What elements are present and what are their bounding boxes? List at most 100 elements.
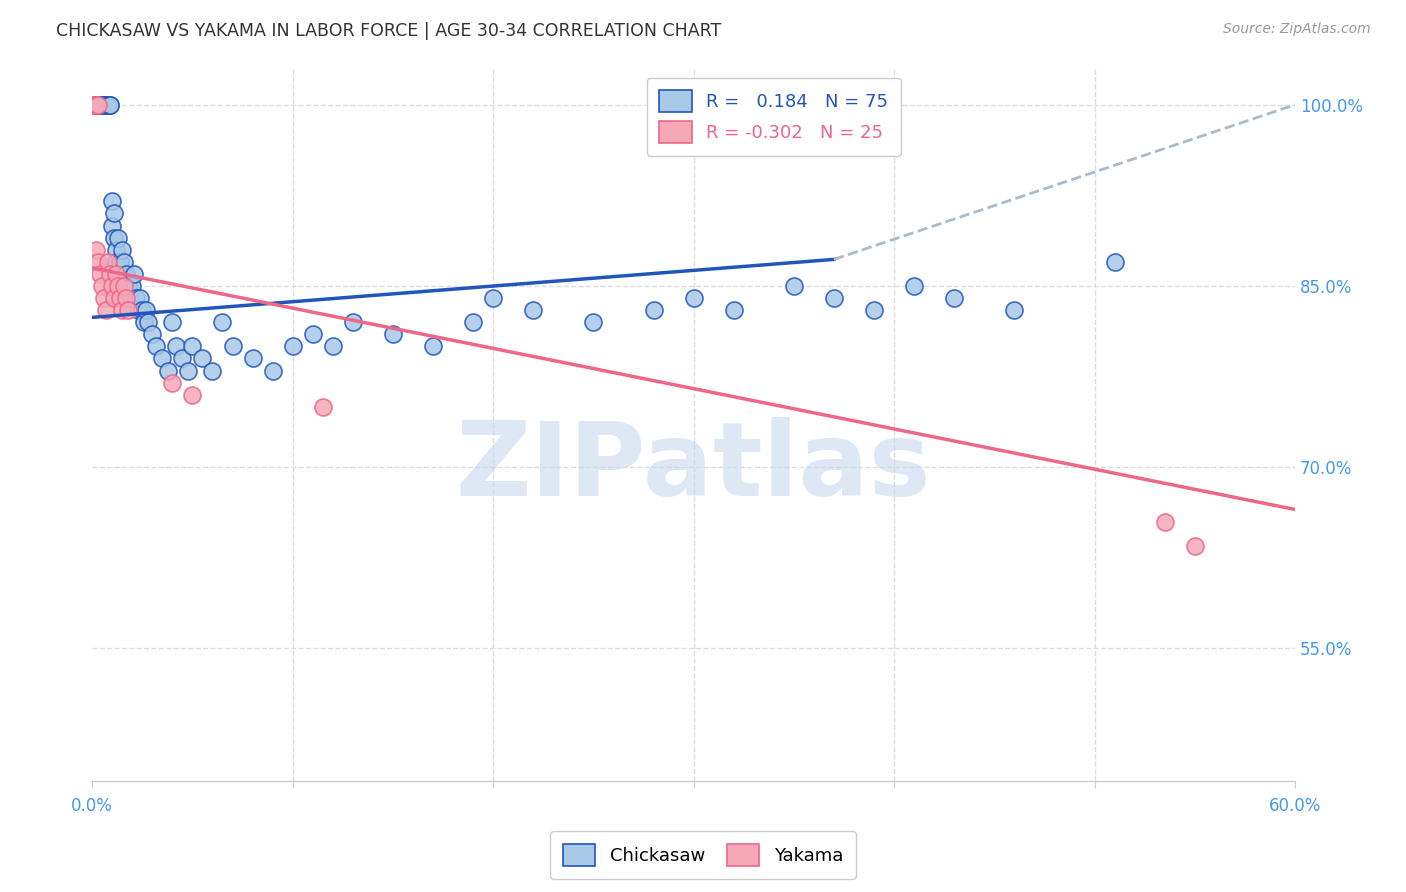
- Text: CHICKASAW VS YAKAMA IN LABOR FORCE | AGE 30-34 CORRELATION CHART: CHICKASAW VS YAKAMA IN LABOR FORCE | AGE…: [56, 22, 721, 40]
- Point: [211, 315, 233, 329]
- Point: [281, 339, 304, 353]
- Point: [93, 291, 115, 305]
- Point: [172, 351, 194, 366]
- Point: [131, 303, 153, 318]
- Point: [522, 303, 544, 318]
- Point: [91, 279, 114, 293]
- Point: [582, 315, 605, 329]
- Point: [101, 219, 124, 233]
- Point: [191, 351, 214, 366]
- Text: Source: ZipAtlas.com: Source: ZipAtlas.com: [1223, 22, 1371, 37]
- Point: [682, 291, 704, 305]
- Point: [101, 194, 124, 209]
- Point: [342, 315, 364, 329]
- Point: [117, 303, 139, 318]
- Point: [112, 279, 135, 293]
- Point: [87, 97, 110, 112]
- Point: [97, 97, 120, 112]
- Point: [723, 303, 745, 318]
- Point: [110, 255, 132, 269]
- Point: [93, 97, 115, 112]
- Point: [141, 327, 163, 342]
- Point: [84, 97, 107, 112]
- Point: [145, 339, 167, 353]
- Point: [89, 97, 111, 112]
- Point: [823, 291, 845, 305]
- Point: [117, 279, 139, 293]
- Point: [134, 315, 156, 329]
- Point: [101, 279, 124, 293]
- Point: [150, 351, 173, 366]
- Point: [120, 291, 142, 305]
- Point: [242, 351, 264, 366]
- Point: [157, 363, 180, 377]
- Point: [125, 291, 148, 305]
- Point: [181, 387, 204, 401]
- Point: [84, 97, 107, 112]
- Point: [201, 363, 224, 377]
- Point: [84, 97, 107, 112]
- Point: [107, 230, 129, 244]
- Point: [181, 339, 204, 353]
- Point: [783, 279, 806, 293]
- Point: [98, 97, 121, 112]
- Point: [83, 97, 105, 112]
- Point: [162, 315, 184, 329]
- Point: [103, 206, 125, 220]
- Point: [89, 97, 111, 112]
- Point: [1184, 539, 1206, 553]
- Point: [96, 97, 118, 112]
- Point: [136, 315, 159, 329]
- Point: [1002, 303, 1025, 318]
- Point: [482, 291, 505, 305]
- Point: [135, 303, 157, 318]
- Point: [129, 291, 152, 305]
- Point: [96, 97, 118, 112]
- Point: [105, 243, 128, 257]
- Point: [89, 267, 111, 281]
- Point: [87, 97, 110, 112]
- Point: [262, 363, 284, 377]
- Point: [111, 303, 134, 318]
- Point: [177, 363, 200, 377]
- Point: [97, 255, 120, 269]
- Point: [115, 267, 138, 281]
- Point: [165, 339, 187, 353]
- Point: [381, 327, 404, 342]
- Point: [863, 303, 886, 318]
- Point: [111, 243, 134, 257]
- Point: [162, 376, 184, 390]
- Point: [110, 291, 132, 305]
- Point: [643, 303, 665, 318]
- Point: [422, 339, 444, 353]
- Point: [87, 97, 110, 112]
- Point: [127, 303, 149, 318]
- Point: [107, 267, 129, 281]
- Point: [301, 327, 323, 342]
- Point: [93, 97, 115, 112]
- Point: [112, 279, 135, 293]
- Point: [98, 267, 121, 281]
- Point: [112, 255, 135, 269]
- Point: [903, 279, 925, 293]
- Point: [115, 291, 138, 305]
- Point: [97, 97, 120, 112]
- Point: [221, 339, 243, 353]
- Point: [87, 255, 110, 269]
- Point: [103, 291, 125, 305]
- Point: [1153, 515, 1175, 529]
- Point: [121, 279, 143, 293]
- Point: [322, 339, 344, 353]
- Point: [943, 291, 966, 305]
- Point: [84, 243, 107, 257]
- Point: [96, 303, 118, 318]
- Legend: R =   0.184   N = 75, R = -0.302   N = 25: R = 0.184 N = 75, R = -0.302 N = 25: [647, 78, 901, 156]
- Legend: Chickasaw, Yakama: Chickasaw, Yakama: [550, 831, 856, 879]
- Point: [91, 97, 114, 112]
- Point: [105, 267, 128, 281]
- Point: [312, 400, 335, 414]
- Point: [107, 279, 129, 293]
- Point: [98, 97, 121, 112]
- Point: [1104, 255, 1126, 269]
- Point: [461, 315, 484, 329]
